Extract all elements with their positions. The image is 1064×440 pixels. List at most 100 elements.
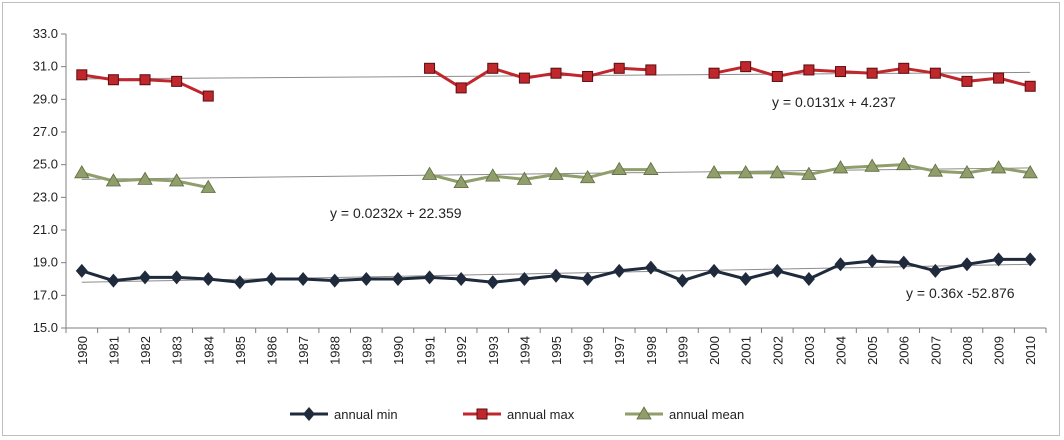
data-point bbox=[548, 166, 564, 180]
y-tick-label: 31.0 bbox=[33, 59, 58, 74]
x-tick-label: 2001 bbox=[739, 336, 754, 365]
x-tick-label: 1980 bbox=[75, 336, 90, 365]
x-tick-label: 1995 bbox=[549, 336, 564, 365]
y-tick-label: 27.0 bbox=[33, 124, 58, 139]
data-point bbox=[424, 62, 436, 74]
data-point bbox=[487, 62, 499, 74]
data-point bbox=[233, 275, 246, 290]
y-tick-label: 25.0 bbox=[33, 157, 58, 172]
data-point bbox=[961, 75, 973, 87]
data-point bbox=[771, 70, 783, 82]
x-tick-label: 2007 bbox=[928, 336, 943, 365]
data-point bbox=[74, 165, 90, 179]
data-point bbox=[168, 173, 185, 187]
x-tick-label: 1986 bbox=[264, 336, 279, 365]
data-point bbox=[516, 171, 533, 185]
data-point bbox=[137, 171, 153, 185]
x-tick-label: 1997 bbox=[612, 336, 627, 365]
data-point bbox=[708, 263, 721, 278]
data-point bbox=[644, 260, 657, 275]
x-tick-label: 2010 bbox=[1023, 336, 1038, 365]
data-point bbox=[803, 64, 815, 76]
data-point bbox=[896, 156, 912, 171]
data-point bbox=[739, 272, 752, 286]
y-tick-label: 15.0 bbox=[33, 320, 58, 335]
data-point bbox=[801, 166, 817, 180]
data-point bbox=[834, 257, 847, 272]
x-tick-label: 1999 bbox=[675, 336, 690, 365]
data-point bbox=[740, 61, 752, 73]
data-point bbox=[898, 62, 910, 74]
data-point bbox=[75, 263, 88, 278]
data-point bbox=[990, 160, 1007, 174]
legend-marker bbox=[303, 407, 315, 421]
data-point bbox=[771, 263, 784, 278]
data-point bbox=[453, 174, 469, 189]
x-tick-label: 1991 bbox=[423, 336, 438, 365]
data-point bbox=[360, 272, 373, 286]
x-tick-label: 2008 bbox=[960, 336, 975, 365]
x-tick-label: 2006 bbox=[897, 336, 912, 365]
trend-equation: y = 0.0131x + 4.237 bbox=[772, 94, 896, 110]
tick-labels: 15.0 17.0 19.0 21.0 23.0 25.0 27.0 29.0 31.0 33.0… bbox=[33, 26, 1039, 365]
x-tick-label: 2005 bbox=[865, 336, 880, 365]
data-point bbox=[927, 163, 944, 177]
axes bbox=[61, 33, 1047, 333]
data-point bbox=[643, 161, 659, 175]
x-tick-label: 1982 bbox=[138, 336, 153, 365]
legend-marker bbox=[636, 406, 652, 420]
data-point bbox=[485, 168, 501, 182]
data-point bbox=[328, 273, 341, 288]
x-tick-label: 1996 bbox=[581, 336, 596, 365]
legend-label: annual max bbox=[507, 407, 575, 422]
data-point bbox=[486, 275, 499, 290]
data-point bbox=[832, 160, 849, 174]
trend-equations: y = 0.36x -52.876 y = 0.0131x + 4.237 y = … bbox=[330, 94, 1015, 301]
data-point bbox=[993, 72, 1005, 84]
data-point bbox=[613, 62, 625, 74]
data-point bbox=[835, 66, 847, 78]
y-tick-label: 23.0 bbox=[33, 189, 58, 204]
data-point bbox=[802, 272, 815, 286]
trend-equation: y = 0.36x -52.876 bbox=[906, 285, 1015, 301]
data-point bbox=[107, 74, 119, 86]
data-point bbox=[929, 263, 942, 278]
data-point bbox=[992, 252, 1005, 267]
data-point bbox=[265, 272, 278, 286]
x-tick-label: 1989 bbox=[359, 336, 374, 365]
x-tick-label: 1981 bbox=[106, 336, 121, 365]
x-tick-label: 1985 bbox=[233, 336, 248, 365]
data-point bbox=[455, 82, 467, 94]
x-tick-label: 2009 bbox=[992, 336, 1007, 365]
data-point bbox=[455, 272, 468, 286]
x-tick-label: 1993 bbox=[486, 336, 501, 365]
data-point bbox=[897, 255, 910, 270]
data-point bbox=[202, 272, 215, 286]
data-point bbox=[645, 64, 657, 76]
data-point bbox=[579, 169, 596, 184]
data-point bbox=[1024, 252, 1037, 267]
x-tick-label: 1998 bbox=[644, 336, 659, 365]
legend-label: annual min bbox=[334, 407, 398, 422]
data-point bbox=[929, 67, 941, 79]
legend-marker bbox=[476, 408, 488, 420]
series-markers bbox=[74, 61, 1038, 290]
data-point bbox=[391, 272, 404, 286]
data-point bbox=[202, 90, 214, 102]
data-point bbox=[581, 272, 594, 286]
data-point bbox=[76, 69, 88, 81]
data-point bbox=[611, 161, 627, 175]
data-point bbox=[297, 272, 310, 286]
data-point bbox=[550, 67, 562, 79]
x-tick-label: 2002 bbox=[770, 336, 785, 365]
x-tick-label: 2000 bbox=[707, 336, 722, 365]
data-point bbox=[107, 273, 120, 288]
y-tick-label: 33.0 bbox=[33, 26, 58, 41]
data-point bbox=[866, 254, 879, 269]
y-tick-label: 21.0 bbox=[33, 222, 58, 237]
data-point bbox=[170, 270, 183, 285]
y-tick-label: 29.0 bbox=[33, 91, 58, 106]
data-point bbox=[550, 268, 562, 283]
